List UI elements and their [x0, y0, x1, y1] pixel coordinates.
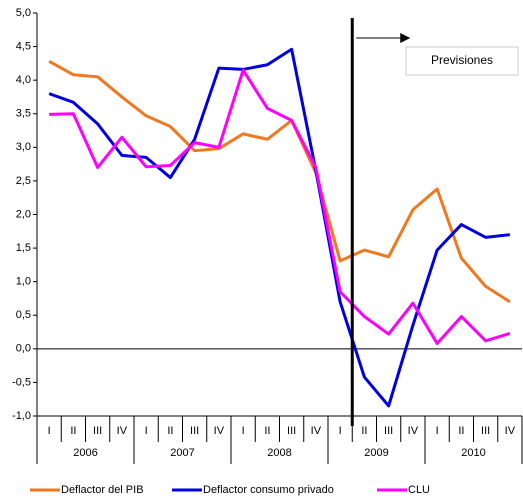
- x-tick-label: III: [384, 425, 393, 437]
- annotation: Previsiones: [431, 53, 493, 67]
- arrow-head: [400, 33, 411, 43]
- y-tick-label: -1,0: [12, 410, 31, 422]
- legend-label: Deflactor consumo privado: [203, 484, 334, 496]
- x-tick-label: IV: [408, 425, 419, 437]
- x-tick-label: I: [436, 425, 439, 437]
- y-tick-label: 0,5: [16, 309, 31, 321]
- annotation-box: [405, 46, 519, 76]
- x-tick-label: II: [458, 425, 464, 437]
- x-tick-label: II: [361, 425, 367, 437]
- x-tick-label: III: [93, 425, 102, 437]
- x-tick-label: I: [242, 425, 245, 437]
- series-line: [48, 47, 511, 408]
- y-tick-label: 4,5: [16, 40, 31, 52]
- y-tick-label: 2,0: [16, 208, 31, 220]
- y-tick-label: 1,5: [16, 242, 31, 254]
- x-tick-label: I: [48, 425, 51, 437]
- y-tick-label: 2,5: [16, 175, 31, 187]
- y-tick-label: 4,0: [16, 74, 31, 86]
- legend-label: Deflactor del PIB: [61, 484, 144, 496]
- x-tick-label: I: [145, 425, 148, 437]
- x-tick-label: IV: [117, 425, 128, 437]
- x-tick-label: II: [167, 425, 173, 437]
- x-tick-label: I: [339, 425, 342, 437]
- series-line: [49, 68, 511, 345]
- x-tick-label: II: [264, 425, 270, 437]
- y-tick-label: 5,0: [16, 7, 31, 19]
- x-tick-label: III: [190, 425, 199, 437]
- y-tick-label: 0,0: [16, 343, 31, 355]
- year-label: 2007: [170, 447, 194, 459]
- y-tick-label: 3,0: [16, 141, 31, 153]
- x-tick-label: III: [481, 425, 490, 437]
- year-label: 2008: [267, 447, 291, 459]
- year-label: 2010: [461, 447, 485, 459]
- y-tick-label: 3,5: [16, 108, 31, 120]
- x-tick-label: III: [287, 425, 296, 437]
- year-label: 2009: [364, 447, 388, 459]
- x-tick-label: IV: [311, 425, 322, 437]
- x-tick-label: II: [70, 425, 76, 437]
- x-tick-label: IV: [505, 425, 516, 437]
- series-line: [48, 60, 511, 304]
- y-tick-label: 1,0: [16, 276, 31, 288]
- x-tick-label: IV: [214, 425, 225, 437]
- y-tick-label: -0,5: [12, 376, 31, 388]
- year-label: 2006: [73, 447, 97, 459]
- legend-label: CLU: [408, 484, 430, 496]
